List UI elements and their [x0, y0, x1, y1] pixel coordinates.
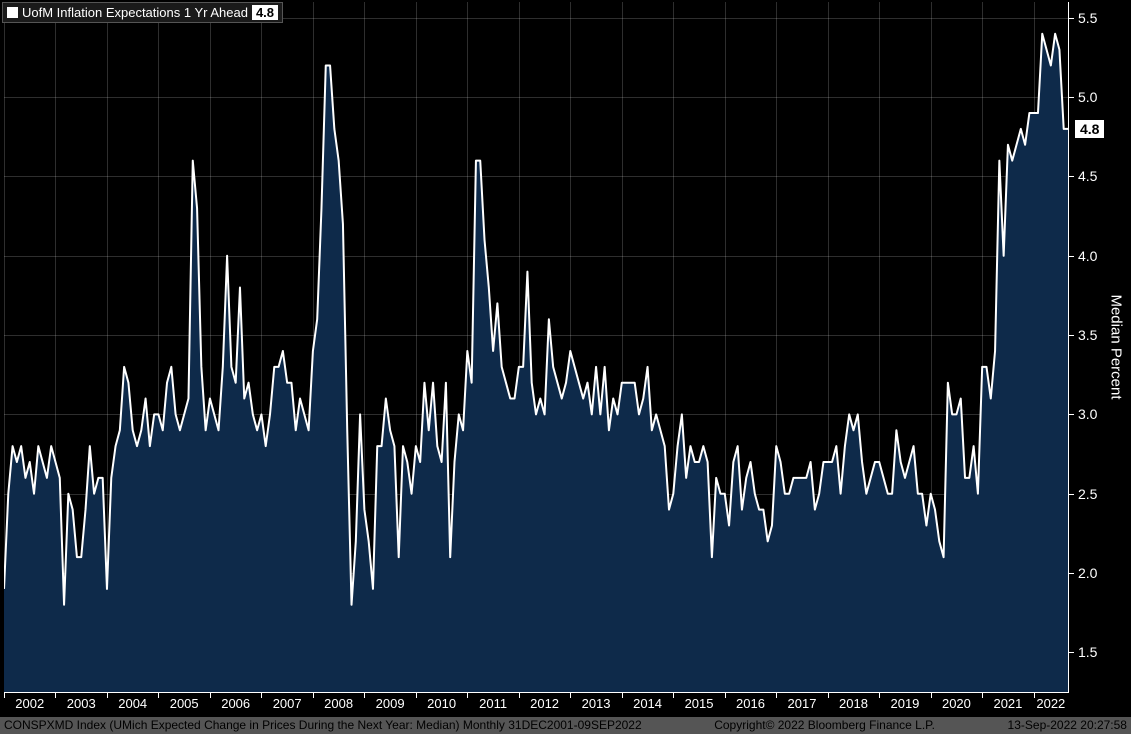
x-tick-mark — [931, 692, 932, 698]
x-tick-mark — [467, 692, 468, 698]
x-tick-label: 2012 — [530, 696, 559, 711]
chart-stage: UofM Inflation Expectations 1 Yr Ahead 4… — [0, 0, 1131, 734]
x-tick-mark — [107, 692, 108, 698]
x-tick-mark — [313, 692, 314, 698]
x-tick-label: 2017 — [788, 696, 817, 711]
y-tick-mark — [1068, 573, 1074, 574]
legend-value: 4.8 — [252, 5, 278, 20]
y-tick-label: 5.0 — [1078, 89, 1097, 105]
x-tick-label: 2002 — [15, 696, 44, 711]
x-tick-label: 2004 — [118, 696, 147, 711]
y-tick-label: 3.0 — [1078, 406, 1097, 422]
x-tick-label: 2020 — [942, 696, 971, 711]
legend-label: UofM Inflation Expectations 1 Yr Ahead — [22, 5, 248, 20]
x-tick-mark — [158, 692, 159, 698]
y-tick-label: 3.5 — [1078, 327, 1097, 343]
chart-svg — [4, 2, 1068, 692]
x-tick-label: 2013 — [582, 696, 611, 711]
x-tick-label: 2011 — [479, 696, 507, 711]
x-tick-label: 2005 — [170, 696, 199, 711]
y-tick-label: 4.0 — [1078, 248, 1097, 264]
x-tick-mark — [622, 692, 623, 698]
footer-left: CONSPXMD Index (UMich Expected Change in… — [4, 718, 642, 733]
y-tick-mark — [1068, 494, 1074, 495]
x-tick-label: 2009 — [376, 696, 405, 711]
x-tick-mark — [519, 692, 520, 698]
x-tick-mark — [1034, 692, 1035, 698]
y-tick-mark — [1068, 335, 1074, 336]
x-tick-mark — [776, 692, 777, 698]
x-tick-label: 2016 — [736, 696, 765, 711]
y-tick-label: 2.5 — [1078, 486, 1097, 502]
x-tick-mark — [4, 692, 5, 698]
x-tick-mark — [416, 692, 417, 698]
x-tick-label: 2015 — [685, 696, 714, 711]
y-tick-mark — [1068, 18, 1074, 19]
y-tick-label: 4.5 — [1078, 168, 1097, 184]
x-tick-mark — [261, 692, 262, 698]
x-tick-label: 2008 — [324, 696, 353, 711]
y-tick-mark — [1068, 414, 1074, 415]
x-tick-mark — [725, 692, 726, 698]
x-tick-mark — [828, 692, 829, 698]
legend-swatch — [7, 7, 18, 18]
footer-mid: Copyright© 2022 Bloomberg Finance L.P. — [714, 718, 935, 733]
footer-bar: CONSPXMD Index (UMich Expected Change in… — [0, 717, 1131, 734]
x-tick-label: 2003 — [67, 696, 96, 711]
y-tick-mark — [1068, 176, 1074, 177]
x-tick-label: 2022 — [1036, 696, 1065, 711]
x-tick-label: 2014 — [633, 696, 662, 711]
x-tick-mark — [364, 692, 365, 698]
x-tick-label: 2007 — [273, 696, 302, 711]
x-tick-mark — [982, 692, 983, 698]
footer-right: 13-Sep-2022 20:27:58 — [1008, 718, 1127, 733]
y-tick-label: 5.5 — [1078, 10, 1097, 26]
y-tick-label: 1.5 — [1078, 644, 1097, 660]
x-tick-label: 2019 — [890, 696, 919, 711]
y-tick-mark — [1068, 97, 1074, 98]
y-tick-label: 2.0 — [1078, 565, 1097, 581]
x-tick-mark — [673, 692, 674, 698]
x-tick-label: 2018 — [839, 696, 868, 711]
plot-area — [4, 2, 1069, 693]
series-area — [4, 34, 1068, 692]
x-tick-mark — [570, 692, 571, 698]
x-tick-mark — [210, 692, 211, 698]
x-tick-label: 2010 — [427, 696, 456, 711]
y-tick-mark — [1068, 652, 1074, 653]
y-axis-title: Median Percent — [1108, 294, 1125, 399]
x-tick-mark — [55, 692, 56, 698]
x-tick-label: 2006 — [221, 696, 250, 711]
y-tick-mark — [1068, 256, 1074, 257]
x-tick-label: 2021 — [993, 696, 1022, 711]
x-tick-mark — [879, 692, 880, 698]
legend-box: UofM Inflation Expectations 1 Yr Ahead 4… — [2, 2, 283, 23]
last-value-box: 4.8 — [1075, 120, 1104, 138]
